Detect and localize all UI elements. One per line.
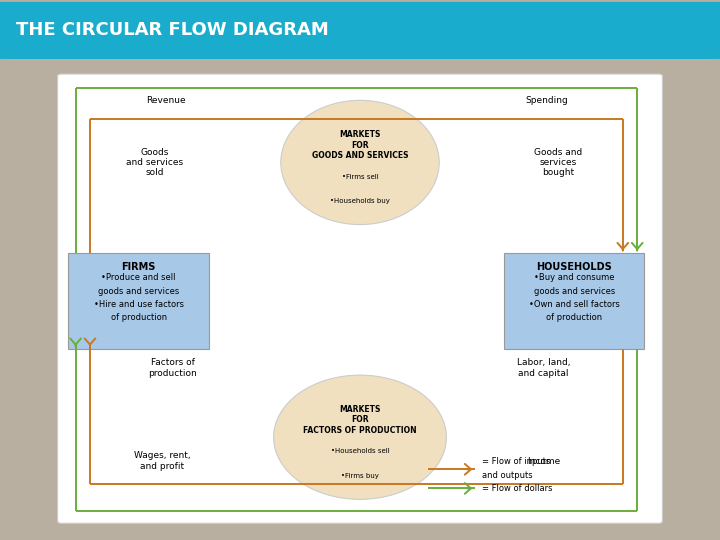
Text: •Households buy: •Households buy [330,199,390,205]
Text: •Buy and consume: •Buy and consume [534,273,614,282]
FancyBboxPatch shape [0,2,720,59]
Text: THE CIRCULAR FLOW DIAGRAM: THE CIRCULAR FLOW DIAGRAM [16,21,328,39]
Text: •Households sell: •Households sell [330,448,390,455]
Text: Goods
and services
sold: Goods and services sold [126,147,184,177]
Bar [504,253,644,349]
Text: Factors of
production: Factors of production [148,358,197,377]
Text: Spending: Spending [526,96,569,105]
Ellipse shape [274,375,446,500]
Text: and outputs: and outputs [482,470,533,480]
Text: = Flow of dollars: = Flow of dollars [482,484,553,493]
Text: MARKETS
FOR
FACTORS OF PRODUCTION: MARKETS FOR FACTORS OF PRODUCTION [303,405,417,435]
Text: •Produce and sell: •Produce and sell [102,273,176,282]
Text: Income: Income [527,457,560,465]
Text: MARKETS
FOR
GOODS AND SERVICES: MARKETS FOR GOODS AND SERVICES [312,130,408,160]
Text: of production: of production [546,314,602,322]
Text: = Flow of inputs: = Flow of inputs [482,457,551,466]
Text: FIRMS: FIRMS [122,262,156,272]
Text: Goods and
services
bought: Goods and services bought [534,147,582,177]
Text: •Hire and use factors: •Hire and use factors [94,300,184,309]
Text: HOUSEHOLDS: HOUSEHOLDS [536,262,612,272]
Text: •Firms buy: •Firms buy [341,473,379,480]
Ellipse shape [281,100,439,225]
Text: •Own and sell factors: •Own and sell factors [528,300,620,309]
Text: goods and services: goods and services [534,287,615,296]
Text: goods and services: goods and services [98,287,179,296]
Text: Wages, rent,
and profit: Wages, rent, and profit [134,451,190,471]
Text: Revenue: Revenue [145,96,186,105]
Bar [68,253,209,349]
Text: of production: of production [111,314,166,322]
Text: •Firms sell: •Firms sell [341,174,379,180]
FancyBboxPatch shape [58,74,662,523]
Text: Labor, land,
and capital: Labor, land, and capital [517,358,570,377]
